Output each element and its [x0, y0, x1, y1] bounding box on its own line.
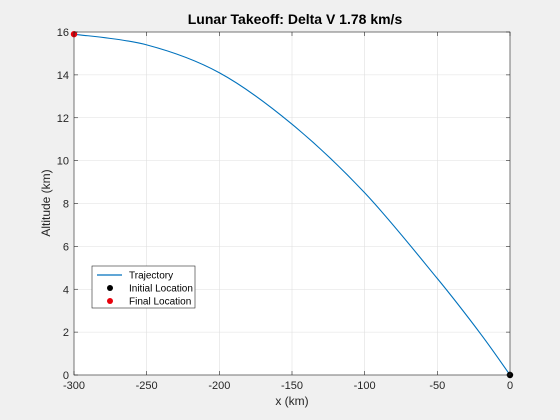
x-tick-label: -150 [281, 380, 303, 392]
x-tick-label: -50 [429, 380, 445, 392]
x-tick-label: -200 [208, 380, 230, 392]
legend-label: Trajectory [129, 271, 173, 282]
legend-label: Final Location [129, 297, 191, 308]
y-tick-label: 14 [57, 70, 69, 82]
legend-swatch-marker [107, 298, 113, 304]
y-tick-label: 6 [63, 241, 69, 253]
ticks: -300 -250 -200 -150 -100 -50 0 0 2 4 6 8 10 12 14 16 [57, 27, 513, 392]
legend: Trajectory Initial Location Final Location [91, 265, 196, 309]
y-tick-label: 8 [63, 199, 69, 211]
chart-title: Lunar Takeoff: Delta V 1.78 km/s [188, 11, 403, 27]
x-tick-label: -250 [136, 380, 158, 392]
x-tick-label: -100 [354, 380, 376, 392]
y-tick-label: 16 [57, 27, 69, 39]
legend-swatch-marker [107, 285, 113, 291]
y-tick-label: 10 [57, 156, 69, 168]
y-tick-label: 2 [63, 327, 69, 339]
x-tick-label: 0 [507, 380, 513, 392]
x-tick-label: -300 [63, 380, 85, 392]
x-axis-label: x (km) [275, 394, 308, 408]
y-tick-label: 4 [63, 284, 69, 296]
y-tick-label: 12 [57, 113, 69, 125]
y-axis-label: Altitude (km) [39, 169, 53, 236]
trajectory-line [73, 33, 511, 376]
y-tick-label: 0 [63, 370, 69, 382]
legend-label: Initial Location [129, 284, 193, 295]
